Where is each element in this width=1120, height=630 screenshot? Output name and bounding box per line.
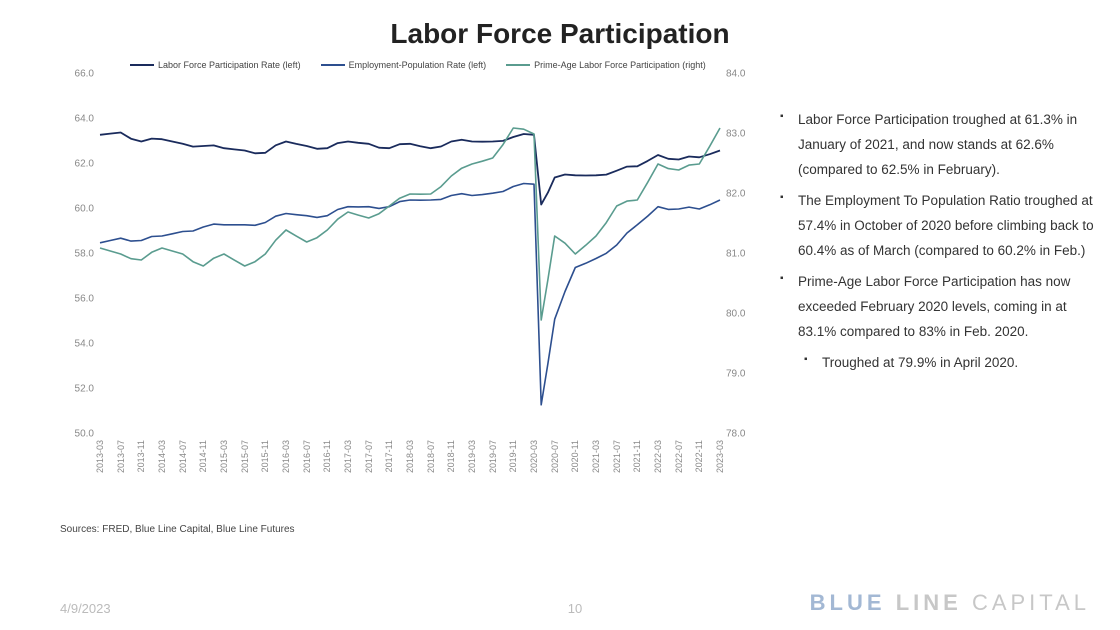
xtick: 2015-03 [219,440,229,473]
xtick: 2020-03 [529,440,539,473]
bullet-item: Labor Force Participation troughed at 61… [780,108,1100,183]
footer-date: 4/9/2023 [60,601,111,616]
xtick: 2019-07 [488,440,498,473]
ytick-left: 62.0 [60,159,94,170]
xtick: 2018-03 [405,440,415,473]
brand-word-2: LINE [896,590,962,615]
brand-logo: BLUE LINE CAPITAL [810,590,1090,616]
ytick-right: 81.0 [726,249,760,260]
series-line [100,184,720,405]
xtick: 2018-11 [446,440,456,472]
bullet-item: Prime-Age Labor Force Participation has … [780,270,1100,345]
bullets-panel: Labor Force Participation troughed at 61… [760,58,1100,535]
xtick: 2015-11 [260,440,270,472]
page-title: Labor Force Participation [0,0,1120,58]
plot-region [100,74,720,434]
xtick: 2022-11 [694,440,704,472]
xtick: 2013-03 [95,440,105,473]
chart-column: Labor Force Participation Rate (left) Emp… [60,58,760,535]
xtick: 2014-11 [198,440,208,472]
xtick: 2020-11 [570,440,580,472]
xtick: 2014-07 [178,440,188,473]
xtick: 2013-11 [136,440,146,472]
xtick: 2021-11 [632,440,642,472]
xtick: 2023-03 [715,440,725,473]
x-axis: 2013-032013-072013-112014-032014-072014-… [100,436,720,506]
xtick: 2014-03 [157,440,167,473]
legend-item: Labor Force Participation Rate (left) [130,60,301,70]
xtick: 2016-07 [302,440,312,473]
y-axis-right: 84.083.082.081.080.079.078.0 [722,74,760,434]
xtick: 2022-03 [653,440,663,473]
xtick: 2017-03 [343,440,353,473]
xtick: 2016-11 [322,440,332,472]
ytick-right: 82.0 [726,189,760,200]
brand-word-1: BLUE [810,590,886,615]
bullet-sub-item: Troughed at 79.9% in April 2020. [804,351,1100,376]
legend-label: Prime-Age Labor Force Participation (rig… [534,60,706,70]
xtick: 2016-03 [281,440,291,473]
xtick: 2019-11 [508,440,518,472]
xtick: 2022-07 [674,440,684,473]
ytick-left: 64.0 [60,114,94,125]
ytick-left: 50.0 [60,429,94,440]
ytick-left: 54.0 [60,339,94,350]
ytick-right: 79.0 [726,369,760,380]
chart-legend: Labor Force Participation Rate (left) Emp… [60,58,760,74]
xtick: 2017-11 [384,440,394,472]
xtick: 2017-07 [364,440,374,473]
xtick: 2021-07 [612,440,622,473]
ytick-right: 83.0 [726,129,760,140]
ytick-right: 80.0 [726,309,760,320]
xtick: 2021-03 [591,440,601,473]
ytick-right: 78.0 [726,429,760,440]
brand-word-3: CAPITAL [972,590,1090,615]
series-line [100,128,720,320]
ytick-left: 58.0 [60,249,94,260]
ytick-left: 66.0 [60,69,94,80]
xtick: 2015-07 [240,440,250,473]
legend-label: Labor Force Participation Rate (left) [158,60,301,70]
ytick-left: 52.0 [60,384,94,395]
legend-swatch [130,64,154,66]
footer-page: 10 [568,601,582,616]
footer: 4/9/2023 10 BLUE LINE CAPITAL [60,590,1090,616]
legend-swatch [506,64,530,66]
ytick-left: 56.0 [60,294,94,305]
legend-item: Employment-Population Rate (left) [321,60,487,70]
chart-area: 66.064.062.060.058.056.054.052.050.0 84.… [60,74,760,474]
content-row: Labor Force Participation Rate (left) Emp… [0,58,1120,535]
ytick-right: 84.0 [726,69,760,80]
ytick-left: 60.0 [60,204,94,215]
line-chart-svg [100,74,720,434]
legend-swatch [321,64,345,66]
legend-label: Employment-Population Rate (left) [349,60,487,70]
y-axis-left: 66.064.062.060.058.056.054.052.050.0 [60,74,98,434]
bullet-list: Labor Force Participation troughed at 61… [780,108,1100,376]
bullet-item: The Employment To Population Ratio troug… [780,189,1100,264]
xtick: 2013-07 [116,440,126,473]
xtick: 2018-07 [426,440,436,473]
legend-item: Prime-Age Labor Force Participation (rig… [506,60,706,70]
xtick: 2019-03 [467,440,477,473]
xtick: 2020-07 [550,440,560,473]
